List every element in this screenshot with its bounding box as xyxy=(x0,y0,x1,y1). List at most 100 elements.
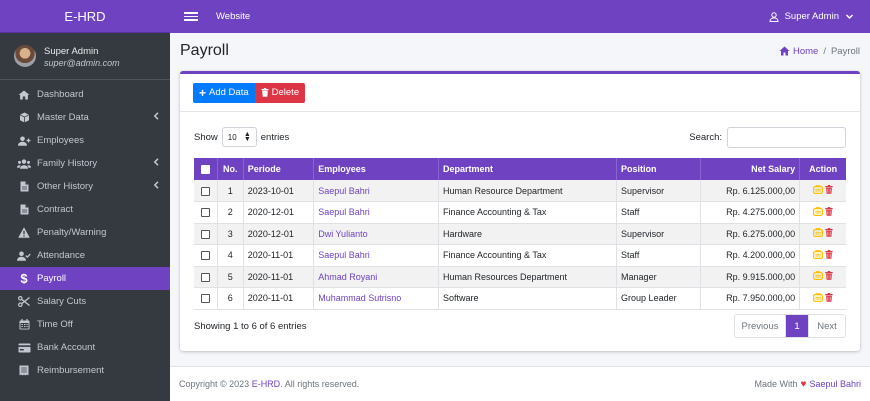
home-icon xyxy=(779,46,790,56)
sidebar-item-payroll[interactable]: $ Payroll xyxy=(0,267,170,290)
employee-link[interactable]: Ahmad Royani xyxy=(318,271,378,282)
col-periode[interactable]: Periode xyxy=(243,158,315,180)
employee-link[interactable]: Dwi Yulianto xyxy=(318,228,368,239)
cell-no: 6 xyxy=(217,287,244,310)
edit-icon[interactable] xyxy=(813,206,824,218)
cell-position: Staff xyxy=(616,244,701,267)
cell-periode: 2020-11-01 xyxy=(243,287,315,310)
cell-net-salary: Rp. 6.275.000,00 xyxy=(700,223,801,245)
table-row: 6 2020-11-01 Muhammad Sutrisno Software Grou… xyxy=(194,287,846,310)
table-row: 2 2020-12-01 Saepul Bahri Finance Accountin… xyxy=(194,201,846,224)
cell-action xyxy=(799,266,846,288)
user-plus-icon xyxy=(17,135,31,147)
page-title: Payroll xyxy=(180,42,229,59)
avatar xyxy=(14,45,36,67)
employee-link[interactable]: Muhammad Sutrisno xyxy=(318,293,402,304)
home-icon xyxy=(17,89,31,101)
trash-icon[interactable] xyxy=(825,249,833,261)
sidebar-item-contract[interactable]: Contract xyxy=(0,198,170,221)
main-footer: Copyright © 2023 E-HRD. All rights reser… xyxy=(170,366,870,401)
sidebar-item-label: Employees xyxy=(37,135,84,146)
row-checkbox[interactable] xyxy=(200,208,210,218)
author-link[interactable]: Saepul Bahri xyxy=(809,379,861,389)
row-checkbox[interactable] xyxy=(200,294,210,304)
chevron-left-icon xyxy=(153,112,160,123)
sidebar-item-penalty-warning[interactable]: Penalty/Warning xyxy=(0,221,170,244)
cell-no: 5 xyxy=(217,266,244,288)
breadcrumb-home[interactable]: Home xyxy=(779,46,818,57)
cell-department: Finance Accounting & Tax xyxy=(438,201,618,224)
brand-logo[interactable]: E-HRD xyxy=(0,0,170,33)
add-data-button[interactable]: + Add Data xyxy=(193,82,255,103)
sidebar-item-employees[interactable]: Employees xyxy=(0,129,170,152)
sidebar: E-HRD Super Admin super@admin.com Dashbo… xyxy=(0,0,170,401)
cell-no: 2 xyxy=(217,201,244,224)
sidebar-item-label: Bank Account xyxy=(37,342,96,353)
edit-icon[interactable] xyxy=(813,228,824,239)
cell-action xyxy=(799,244,846,267)
cell-department: Human Resource Department xyxy=(438,180,618,202)
trash-icon[interactable] xyxy=(825,271,833,282)
edit-icon[interactable] xyxy=(813,185,824,196)
search-input[interactable] xyxy=(727,126,846,148)
sidebar-item-bank-account[interactable]: Bank Account xyxy=(0,336,170,359)
sidebar-item-family-history[interactable]: Family History xyxy=(0,152,170,175)
trash-icon[interactable] xyxy=(825,228,833,239)
edit-icon[interactable] xyxy=(813,249,824,261)
pagination-previous[interactable]: Previous xyxy=(735,315,786,337)
hamburger-menu-icon[interactable] xyxy=(184,12,198,21)
footer-brand-link[interactable]: E-HRD xyxy=(251,379,281,389)
sidebar-item-time-off[interactable]: Time Off xyxy=(0,313,170,336)
sidebar-nav: Dashboard Master Data Employees Family Hist… xyxy=(0,80,170,382)
pagination-page-1[interactable]: 1 xyxy=(786,315,808,337)
cell-employee: Ahmad Royani xyxy=(313,266,439,288)
sidebar-item-master-data[interactable]: Master Data xyxy=(0,106,170,129)
delete-button[interactable]: Delete xyxy=(254,82,306,103)
cell-employee: Dwi Yulianto xyxy=(313,223,439,245)
cell-no: 1 xyxy=(217,180,244,202)
col-department[interactable]: Department xyxy=(438,158,618,180)
website-link[interactable]: Website xyxy=(216,11,251,22)
edit-icon[interactable] xyxy=(813,271,824,282)
trash-icon[interactable] xyxy=(825,185,833,196)
sidebar-item-label: Reimbursement xyxy=(37,365,105,376)
table-controls: Show 10 ▲ ▼ entries Search: xyxy=(194,126,846,148)
row-select-cell xyxy=(194,180,218,202)
user-menu[interactable]: Super Admin xyxy=(769,11,854,22)
employee-link[interactable]: Saepul Bahri xyxy=(318,185,370,196)
made-with: Made With ♥ Saepul Bahri xyxy=(755,379,862,390)
row-select-cell xyxy=(194,223,218,245)
made-with-label: Made With xyxy=(754,379,798,389)
sidebar-item-other-history[interactable]: Other History xyxy=(0,175,170,198)
trash-icon[interactable] xyxy=(825,206,833,218)
sidebar-item-reimbursement[interactable]: Reimbursement xyxy=(0,359,170,382)
table-info: Showing 1 to 6 of 6 entries xyxy=(194,320,307,332)
plus-icon: + xyxy=(199,85,207,100)
employee-link[interactable]: Saepul Bahri xyxy=(318,250,370,261)
row-checkbox[interactable] xyxy=(200,251,210,261)
trash-icon[interactable] xyxy=(825,292,833,304)
cell-no: 3 xyxy=(217,223,244,245)
col-position[interactable]: Position xyxy=(616,158,701,180)
col-employees[interactable]: Employees xyxy=(313,158,439,180)
row-checkbox[interactable] xyxy=(200,186,210,196)
sidebar-item-salary-cuts[interactable]: Salary Cuts xyxy=(0,290,170,313)
entries-select[interactable]: 10 ▲ ▼ xyxy=(221,127,257,147)
user-panel[interactable]: Super Admin super@admin.com xyxy=(0,33,170,80)
employee-link[interactable]: Saepul Bahri xyxy=(318,207,370,218)
cube-icon xyxy=(17,112,31,124)
breadcrumb-current: Payroll xyxy=(830,45,860,57)
sidebar-item-label: Payroll xyxy=(37,273,67,284)
pagination-next[interactable]: Next xyxy=(808,315,845,337)
row-checkbox[interactable] xyxy=(200,229,210,239)
sidebar-item-attendance[interactable]: Attendance xyxy=(0,244,170,267)
col-no[interactable]: No. xyxy=(217,158,244,180)
edit-icon[interactable] xyxy=(813,292,824,304)
col-net-salary[interactable]: Net Salary xyxy=(700,158,801,180)
select-all-checkbox[interactable] xyxy=(200,165,210,175)
entries-select-value: 10 xyxy=(227,132,237,142)
row-checkbox[interactable] xyxy=(200,272,210,282)
row-select-cell xyxy=(194,266,218,288)
sidebar-item-dashboard[interactable]: Dashboard xyxy=(0,83,170,106)
show-label: Show xyxy=(194,131,218,143)
